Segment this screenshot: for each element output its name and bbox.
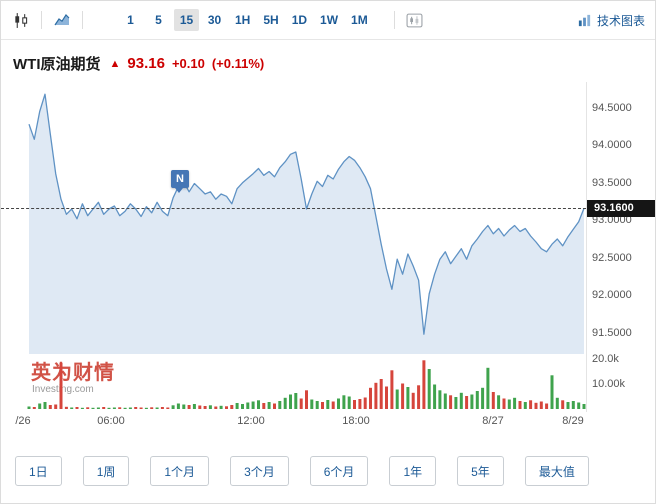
- toolbar-divider: [82, 11, 83, 29]
- interval-button-5[interactable]: 5: [146, 9, 171, 31]
- y-axis-label: 91.5000: [592, 326, 632, 339]
- volume-axis-label: 20.0k: [592, 353, 619, 365]
- quote-header: WTI原油期货 ▲ 93.16 +0.10 (+0.11%): [1, 40, 655, 80]
- candlestick-chart-button[interactable]: [11, 10, 32, 31]
- interval-button-1H[interactable]: 1H: [230, 9, 255, 31]
- interval-button-5H[interactable]: 5H: [258, 9, 283, 31]
- interval-button-1M[interactable]: 1M: [346, 9, 373, 31]
- area-chart-icon: [54, 14, 70, 26]
- current-price-tag: 93.1600: [587, 199, 655, 217]
- chart-area[interactable]: 英为财情 Investing.com 94.5000 94.0000 93.5000…: [1, 82, 655, 432]
- range-button-6[interactable]: 1年: [389, 456, 437, 486]
- last-price: 93.16: [127, 55, 165, 72]
- tech-chart-icon: [578, 14, 591, 26]
- x-axis-label: /26: [15, 415, 31, 427]
- candlestick-chart-icon: [15, 12, 28, 28]
- y-axis-label: 94.0000: [592, 139, 632, 152]
- x-axis-label: 8/27: [482, 415, 504, 427]
- y-axis-line: [586, 82, 587, 412]
- interval-button-1D[interactable]: 1D: [287, 9, 312, 31]
- interval-button-30[interactable]: 30: [202, 9, 227, 31]
- price-up-arrow-icon: ▲: [109, 57, 121, 70]
- price-area-chart: [28, 93, 585, 354]
- range-button-3[interactable]: 1个月: [150, 456, 210, 486]
- toolbar-divider: [41, 11, 42, 29]
- investing-watermark: 英为财情 Investing.com: [31, 363, 115, 395]
- interval-button-1[interactable]: 1: [118, 9, 143, 31]
- range-button-1[interactable]: 1日: [15, 456, 62, 486]
- range-buttons: 1日 1周 1个月 3个月 6个月 1年 5年 最大值: [1, 432, 655, 486]
- y-axis-label: 92.0000: [592, 289, 632, 302]
- watermark-cn: 英为财情: [31, 362, 115, 384]
- watermark-en: Investing.com: [32, 384, 94, 395]
- news-marker[interactable]: N: [171, 170, 189, 193]
- tech-chart-link[interactable]: 技术图表: [577, 12, 645, 29]
- range-button-8[interactable]: 最大值: [524, 456, 589, 486]
- toolbar-divider: [393, 11, 395, 29]
- indicators-button[interactable]: [404, 10, 425, 31]
- chart-toolbar: 1 5 15 30 1H 5H 1D 1W 1M 技术图表: [1, 1, 655, 40]
- interval-button-15[interactable]: 15: [174, 9, 199, 31]
- area-chart-button[interactable]: [51, 10, 73, 30]
- tech-chart-label: 技术图表: [596, 13, 645, 28]
- y-axis-label: 94.5000: [592, 101, 632, 114]
- x-axis-label: 8/29: [562, 415, 584, 427]
- price-change-percent: (+0.11%): [211, 56, 265, 71]
- x-axis-label: 12:00: [237, 415, 265, 427]
- x-axis-label: 18:00: [342, 415, 370, 427]
- interval-button-1W[interactable]: 1W: [315, 9, 343, 31]
- instrument-name: WTI原油期货: [13, 56, 101, 73]
- volume-axis-label: 10.00k: [592, 378, 626, 390]
- range-button-2[interactable]: 1周: [82, 456, 130, 486]
- x-axis-label: 06:00: [97, 415, 125, 427]
- range-button-4[interactable]: 3个月: [230, 456, 289, 486]
- price-change: +0.10: [171, 56, 205, 71]
- current-price-line: [1, 208, 586, 210]
- y-axis-label: 93.0000: [592, 214, 632, 227]
- volume-bars-chart: [27, 360, 586, 409]
- interval-buttons: 1 5 15 30 1H 5H 1D 1W 1M: [118, 9, 373, 31]
- range-button-5[interactable]: 6个月: [309, 456, 369, 486]
- range-button-7[interactable]: 5年: [457, 456, 504, 486]
- y-axis-label: 92.5000: [592, 251, 632, 264]
- indicators-icon: [406, 13, 423, 27]
- y-axis-label: 93.5000: [592, 176, 632, 189]
